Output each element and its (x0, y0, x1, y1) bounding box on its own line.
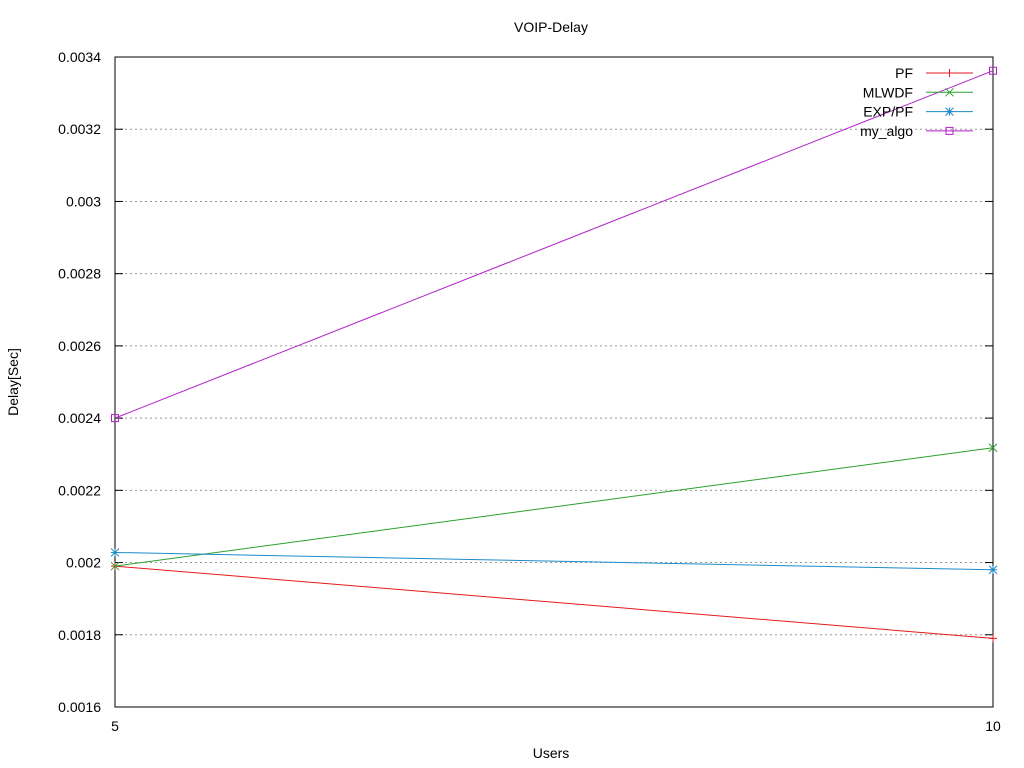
legend-label: MLWDF (863, 84, 913, 100)
y-tick-label: 0.0016 (58, 699, 101, 715)
point-marker (989, 634, 997, 643)
y-tick-label: 0.0034 (58, 49, 101, 65)
plot-frame (114, 56, 994, 708)
grid-lines (115, 128, 993, 636)
series-line (114, 551, 994, 571)
point-marker (110, 561, 120, 571)
y-tick-label: 0.0028 (58, 266, 101, 282)
y-tick-label: 0.0018 (58, 627, 101, 643)
x-axis-label: Users (533, 745, 570, 761)
y-axis-label: Delay[Sec] (5, 348, 21, 416)
point-marker (945, 126, 954, 135)
legend-label: PF (895, 65, 913, 81)
point-marker (988, 443, 998, 453)
series-line (114, 70, 994, 419)
y-tick-label: 0.0032 (58, 121, 101, 137)
y-tick-label: 0.002 (66, 555, 101, 571)
y-tick-label: 0.0022 (58, 482, 101, 498)
chart-title: VOIP-Delay (514, 19, 588, 35)
point-marker (945, 87, 954, 97)
legend: PF MLWDF EXP/PF my_algo (860, 65, 973, 139)
series-line (114, 565, 994, 639)
series-lines (110, 66, 998, 643)
y-tick-label: 0.0026 (58, 338, 101, 354)
legend-label: my_algo (860, 123, 913, 139)
series-line (114, 447, 994, 567)
point-marker (111, 414, 119, 423)
point-marker (988, 565, 998, 575)
y-tick-label: 0.003 (66, 193, 101, 209)
legend-label: EXP/PF (863, 104, 913, 120)
x-tick-label: 5 (111, 718, 119, 734)
point-marker (989, 66, 997, 75)
y-tick-label: 0.0024 (58, 410, 101, 426)
point-marker (110, 548, 120, 557)
axis-ticks: 0.0016 0.0018 0.002 0.0022 0.0024 0.0026 0.002… (58, 49, 1001, 734)
point-marker (945, 69, 954, 77)
x-tick-label: 10 (985, 718, 1001, 734)
point-marker (945, 107, 954, 116)
